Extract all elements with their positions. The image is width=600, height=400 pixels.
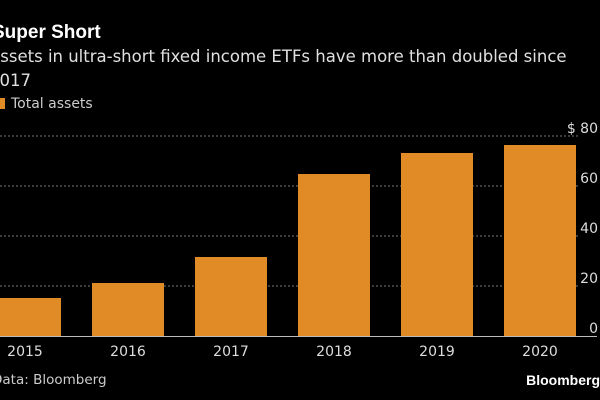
y-tick-label: 20	[580, 271, 598, 287]
bar-2020	[504, 145, 576, 336]
legend: Total assets	[0, 96, 93, 112]
x-tick-label: 2020	[522, 344, 558, 360]
legend-label: Total assets	[11, 96, 93, 112]
x-tick-label: 2015	[7, 344, 43, 360]
x-tick-label: 2017	[213, 344, 249, 360]
y-tick-label: 60	[580, 171, 598, 187]
chart-title: Super Short	[0, 22, 101, 43]
bloomberg-logo: Bloomberg	[526, 372, 600, 388]
y-tick-label: 40	[580, 221, 598, 237]
legend-swatch	[0, 98, 5, 109]
bar-2016	[92, 283, 164, 336]
bar-2017	[195, 257, 267, 336]
y-tick-label: $ 80	[567, 121, 598, 137]
y-tick-label: 0	[589, 321, 598, 337]
x-tick-label: 2019	[419, 344, 455, 360]
bar-2019	[401, 153, 473, 336]
chart-subtitle: Assets in ultra-short fixed income ETFs …	[0, 47, 567, 90]
x-tick-label: 2018	[316, 344, 352, 360]
bar-2018	[298, 174, 370, 336]
x-tick-label: 2016	[110, 344, 146, 360]
bar-2015	[0, 298, 61, 336]
source-note: Data: Bloomberg	[0, 372, 107, 388]
